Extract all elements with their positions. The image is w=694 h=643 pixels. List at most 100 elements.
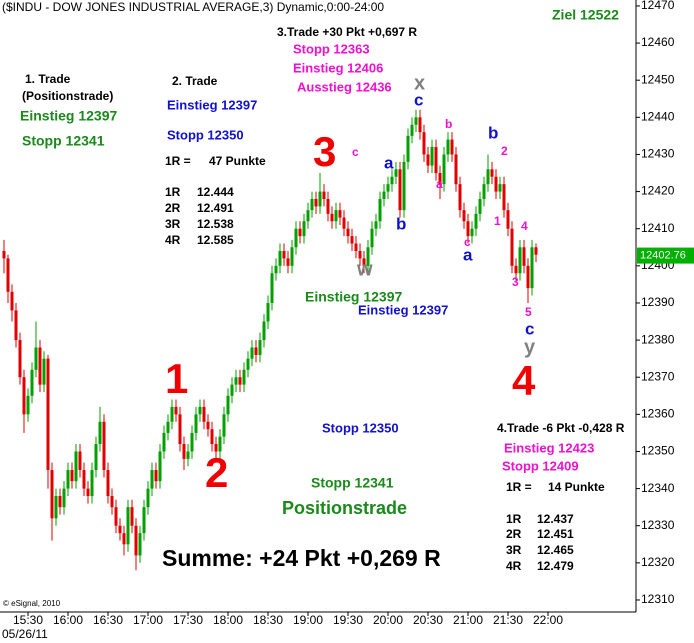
candle-body bbox=[46, 358, 50, 471]
candle-body bbox=[426, 154, 430, 166]
x-tick-label: 16:00 bbox=[53, 613, 83, 627]
candle-body bbox=[74, 451, 78, 482]
candle-body bbox=[30, 369, 34, 396]
y-tick-label: 12470 bbox=[641, 0, 675, 12]
annotation: w bbox=[356, 258, 373, 280]
annotation: b bbox=[488, 123, 498, 142]
x-tick-label: 21:00 bbox=[453, 613, 483, 627]
candle-body bbox=[182, 444, 186, 459]
candle-body bbox=[14, 310, 18, 341]
annotation: Einstieg 12406 bbox=[293, 60, 383, 75]
annotation: 4 bbox=[512, 357, 536, 404]
candle-body bbox=[410, 124, 414, 136]
annotation: 2 bbox=[205, 449, 228, 496]
candle-body bbox=[330, 213, 334, 222]
candle-body bbox=[498, 184, 502, 192]
annotation: 3 bbox=[512, 275, 519, 289]
candle-body bbox=[162, 432, 166, 452]
candle-body bbox=[122, 533, 126, 545]
x-tick-label: 22:00 bbox=[533, 613, 563, 627]
candle-body bbox=[322, 191, 326, 200]
annotation: c bbox=[352, 145, 359, 159]
candle-body bbox=[358, 250, 362, 259]
candle-body bbox=[286, 258, 290, 266]
candle-body bbox=[362, 258, 366, 266]
candle-body bbox=[270, 273, 274, 303]
y-tick-label: 12450 bbox=[641, 72, 675, 86]
y-tick-label: 12390 bbox=[641, 295, 675, 309]
annotation: a bbox=[436, 177, 443, 191]
candle-body bbox=[370, 228, 374, 248]
candle-body bbox=[454, 154, 458, 185]
annotation: 2R bbox=[506, 527, 522, 541]
annotation: 12.465 bbox=[537, 543, 574, 557]
y-tick-label: 12420 bbox=[641, 184, 675, 198]
candle-body bbox=[118, 525, 122, 534]
annotation: Einstieg 12397 bbox=[167, 97, 257, 112]
candle-body bbox=[462, 210, 466, 222]
candle-body bbox=[514, 265, 518, 274]
candle-body bbox=[190, 432, 194, 452]
candle-body bbox=[386, 184, 390, 192]
candle-body bbox=[530, 247, 534, 289]
y-tick-label: 12310 bbox=[641, 592, 675, 606]
candle-body bbox=[194, 414, 198, 433]
candle-body bbox=[422, 132, 426, 155]
candle-body bbox=[282, 250, 286, 259]
annotation: a bbox=[463, 245, 473, 264]
annotation: 12.444 bbox=[197, 185, 234, 199]
candle-body bbox=[418, 117, 422, 133]
x-tick-label: 19:00 bbox=[293, 613, 323, 627]
candle-body bbox=[114, 507, 118, 526]
candle-body bbox=[458, 184, 462, 211]
annotation: 2. Trade bbox=[172, 74, 218, 88]
annotation: Stopp 12341 bbox=[22, 133, 105, 149]
annotation: Stopp 12341 bbox=[311, 475, 394, 491]
candle-body bbox=[210, 429, 214, 445]
annotation: 12.451 bbox=[537, 527, 574, 541]
candle-body bbox=[494, 176, 498, 192]
candle-body bbox=[226, 395, 230, 415]
annotation: 12.437 bbox=[537, 512, 574, 526]
annotation: 1R = bbox=[506, 480, 532, 494]
candle-body bbox=[82, 470, 86, 489]
candle-body bbox=[302, 221, 306, 237]
x-tick-label: 19:30 bbox=[333, 613, 363, 627]
candle-body bbox=[274, 265, 278, 274]
annotation: Einstieg 12423 bbox=[504, 440, 594, 455]
y-tick-label: 12410 bbox=[641, 221, 675, 235]
candle-body bbox=[2, 250, 6, 259]
annotation: 1R bbox=[165, 185, 181, 199]
candle-body bbox=[478, 199, 482, 214]
candle-body bbox=[470, 228, 474, 237]
annotation: c bbox=[414, 90, 423, 109]
candle-body bbox=[78, 451, 82, 471]
candle-body bbox=[54, 496, 58, 519]
candle-body bbox=[234, 377, 238, 385]
annotation: Ausstieg 12436 bbox=[297, 79, 392, 94]
candle-body bbox=[94, 444, 98, 471]
annotation: Stopp 12350 bbox=[167, 127, 244, 142]
candle-body bbox=[214, 444, 218, 452]
candle-body bbox=[26, 395, 30, 415]
x-tick-label: 17:00 bbox=[133, 613, 163, 627]
x-tick-label: 21:30 bbox=[493, 613, 523, 627]
candle-body bbox=[198, 406, 202, 415]
candle-body bbox=[130, 507, 134, 526]
candle-body bbox=[186, 451, 190, 459]
annotation: 1R bbox=[506, 512, 522, 526]
candle-body bbox=[170, 406, 174, 422]
candle-body bbox=[394, 169, 398, 177]
candle-body bbox=[434, 147, 438, 174]
candle-body bbox=[374, 221, 378, 229]
y-tick-label: 12380 bbox=[641, 332, 675, 346]
candle-body bbox=[306, 210, 310, 222]
candle-body bbox=[534, 247, 538, 255]
candle-body bbox=[18, 340, 22, 378]
candle-body bbox=[298, 228, 302, 237]
x-tick-label: 18:00 bbox=[213, 613, 243, 627]
candle-body bbox=[474, 213, 478, 229]
annotation: 1R = bbox=[165, 154, 191, 168]
candle-body bbox=[354, 243, 358, 251]
last-price-box bbox=[637, 247, 694, 264]
